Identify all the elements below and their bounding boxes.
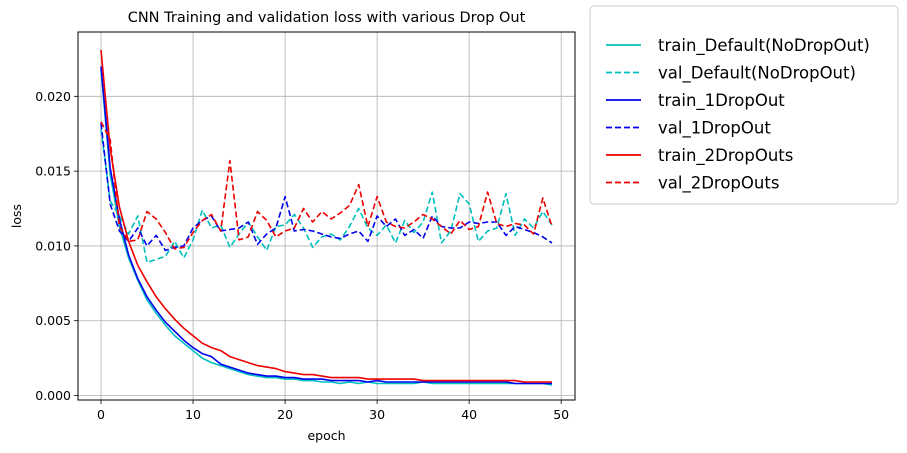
y-tick-label: 0.020 [35,89,71,104]
legend-label-3: val_1DropOut [658,119,771,139]
legend-label-1: val_Default(NoDropOut) [658,64,856,84]
series-line-0 [100,69,553,386]
series-line-3 [100,123,553,252]
legend: train_Default(NoDropOut) val_Default(NoDr… [589,5,899,205]
y-tick-label: 0.010 [35,238,71,253]
x-tick-label: 50 [553,407,569,422]
grid-lines [78,32,575,400]
y-axis-label: loss [9,204,24,228]
x-tick-label: 40 [461,407,477,422]
series-lines [100,49,553,386]
legend-label-2: train_1DropOut [658,91,785,111]
y-tick-label: 0.015 [35,164,71,179]
x-tick-label: 10 [185,407,201,422]
legend-label-5: val_2DropOuts [658,174,779,194]
chart-title: CNN Training and validation loss with va… [128,10,526,26]
y-tick-label: 0.005 [35,313,71,328]
legend-label-4: train_2DropOuts [658,146,793,166]
legend-box [589,5,899,205]
axis-ticks: 0 10 20 30 40 50 0.000 0.005 0.010 0.015 0.020 [35,89,569,422]
legend-label-0: train_Default(NoDropOut) [658,36,870,56]
series-line-4 [100,49,552,383]
x-tick-label: 0 [97,407,105,422]
x-tick-label: 20 [277,407,293,422]
x-axis-label: epoch [307,428,345,443]
y-tick-label: 0.000 [35,388,71,403]
plot-frame [77,31,576,401]
series-line-5 [100,121,553,250]
series-line-2 [100,66,552,385]
x-tick-label: 30 [369,407,385,422]
